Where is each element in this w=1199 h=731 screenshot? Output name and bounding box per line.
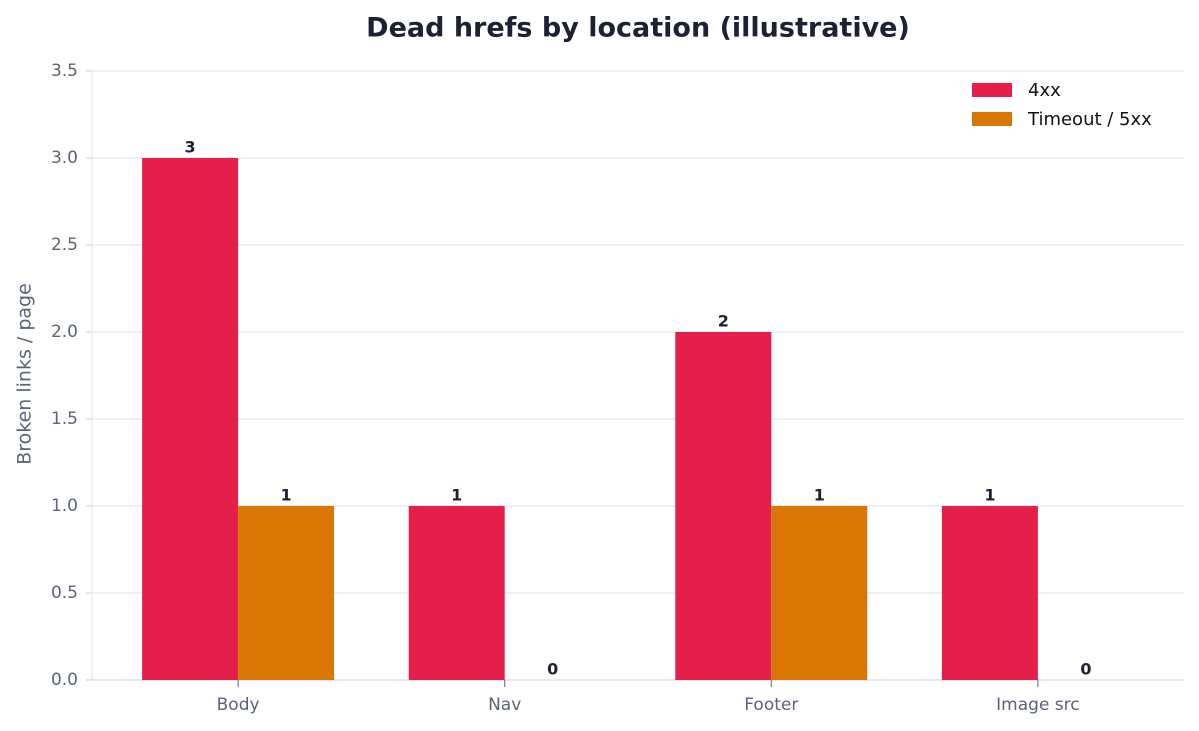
y-tick-label: 3.5 — [51, 61, 78, 81]
legend-label: 4xx — [1028, 80, 1061, 101]
value-label: 2 — [718, 312, 729, 331]
y-tick-label: 2.5 — [51, 235, 78, 255]
legend-label: Timeout / 5xx — [1027, 109, 1152, 130]
x-tick-label: Image src — [996, 695, 1079, 715]
value-label: 0 — [1080, 660, 1091, 679]
y-tick-label: 1.0 — [51, 496, 78, 516]
x-tick-label: Footer — [744, 695, 798, 715]
y-tick-label: 0.0 — [51, 670, 78, 690]
value-label: 0 — [547, 660, 558, 679]
x-tick-label: Body — [217, 695, 260, 715]
value-label: 1 — [814, 486, 825, 505]
bar — [238, 506, 335, 680]
value-label: 1 — [281, 486, 292, 505]
y-axis-label: Broken links / page — [14, 283, 36, 465]
y-tick-label: 1.5 — [51, 409, 78, 429]
value-label: 1 — [984, 486, 995, 505]
y-tick-label: 2.0 — [51, 322, 78, 342]
bar — [142, 158, 239, 680]
legend-swatch — [972, 83, 1012, 97]
legend-swatch — [972, 112, 1012, 126]
x-tick-label: Nav — [488, 695, 521, 715]
bar — [675, 332, 772, 680]
chart-title: Dead hrefs by location (illustrative) — [366, 13, 910, 44]
bar — [941, 506, 1038, 680]
bar — [408, 506, 505, 680]
y-tick-label: 3.0 — [51, 148, 78, 168]
value-label: 3 — [185, 138, 196, 157]
bar — [771, 506, 868, 680]
value-label: 1 — [451, 486, 462, 505]
y-tick-label: 0.5 — [51, 583, 78, 603]
